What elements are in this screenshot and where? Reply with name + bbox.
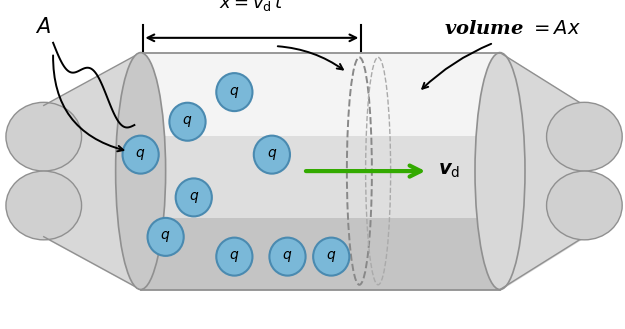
Ellipse shape: [216, 73, 252, 111]
Polygon shape: [141, 53, 500, 290]
Text: $q$: $q$: [326, 249, 336, 264]
Text: $x = v_{\rm d}\,t$: $x = v_{\rm d}\,t$: [219, 0, 284, 13]
Text: $A$: $A$: [34, 17, 51, 37]
Ellipse shape: [169, 103, 206, 141]
Ellipse shape: [122, 136, 159, 174]
Text: $q$: $q$: [189, 190, 199, 205]
Text: $q$: $q$: [136, 147, 146, 162]
Ellipse shape: [546, 171, 622, 240]
Ellipse shape: [148, 218, 184, 256]
Ellipse shape: [313, 238, 349, 276]
Ellipse shape: [6, 171, 81, 240]
Ellipse shape: [216, 238, 252, 276]
Text: $q$: $q$: [229, 249, 239, 264]
Polygon shape: [141, 218, 500, 290]
Ellipse shape: [546, 102, 622, 171]
Ellipse shape: [269, 238, 306, 276]
Text: $q$: $q$: [182, 114, 192, 129]
Text: $q$: $q$: [267, 147, 277, 162]
Polygon shape: [141, 53, 500, 136]
Ellipse shape: [116, 53, 166, 290]
Ellipse shape: [254, 136, 290, 174]
Text: $q$: $q$: [282, 249, 292, 264]
Text: $\bfit{v}_{\rm d}$: $\bfit{v}_{\rm d}$: [438, 162, 460, 180]
Text: $q$: $q$: [229, 85, 239, 100]
Text: $q$: $q$: [161, 229, 171, 244]
Ellipse shape: [475, 53, 525, 290]
Ellipse shape: [176, 178, 212, 216]
Ellipse shape: [6, 102, 81, 171]
Text: volume $= Ax$: volume $= Ax$: [444, 20, 581, 38]
